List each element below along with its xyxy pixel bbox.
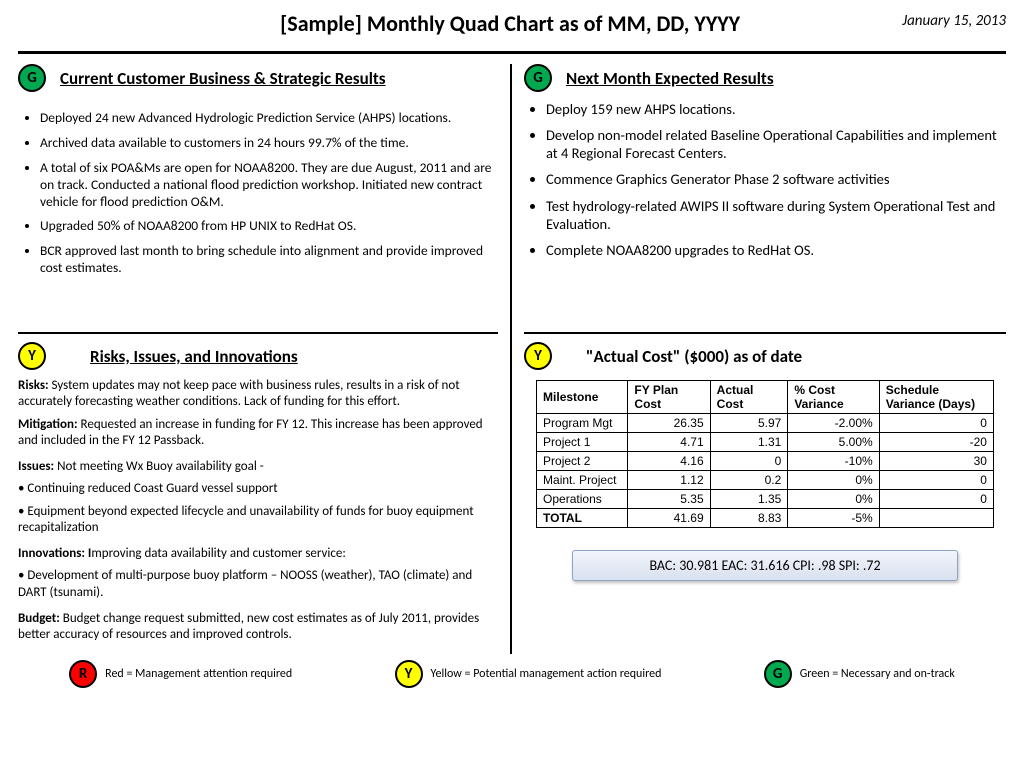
report-date: January 15, 2013 <box>902 12 1006 30</box>
status-badge-yellow: Y <box>18 342 46 370</box>
list-item: Complete NOAA8200 upgrades to RedHat OS. <box>546 241 1006 259</box>
q3-title: Risks, Issues, and Innovations <box>90 346 298 367</box>
legend: R Red = Management attention required Y … <box>18 660 1006 688</box>
table-row: Project 24.160-10%30 <box>537 452 994 471</box>
quad-grid: G Current Customer Business & Strategic … <box>18 64 1006 654</box>
q3-panel: Y Risks, Issues, and Innovations Risks: … <box>18 334 498 654</box>
table-row: Project 14.711.315.00%-20 <box>537 433 994 452</box>
table-total-row: TOTAL41.698.83-5% <box>537 509 994 528</box>
divider <box>18 51 1006 54</box>
list-item: Deployed 24 new Advanced Hydrologic Pred… <box>40 110 498 127</box>
q2-title: Next Month Expected Results <box>566 68 774 89</box>
metrics-summary: BAC: 30.981 EAC: 31.616 CPI: .98 SPI: .7… <box>572 550 958 581</box>
issues-b1: • Continuing reduced Coast Guard vessel … <box>18 481 498 497</box>
header: [Sample] Monthly Quad Chart as of MM, DD… <box>18 10 1006 37</box>
status-badge-red: R <box>69 660 97 688</box>
q1-title: Current Customer Business & Strategic Re… <box>60 68 386 89</box>
list-item: Archived data available to customers in … <box>40 135 498 152</box>
issues-line: Issues: Not meeting Wx Buoy availability… <box>18 459 498 475</box>
list-item: Test hydrology-related AWIPS II software… <box>546 197 1006 233</box>
list-item: Deploy 159 new AHPS locations. <box>546 100 1006 118</box>
table-row: Program Mgt26.355.97-2.00%0 <box>537 414 994 433</box>
legend-label: Green = Necessary and on-track <box>800 667 955 681</box>
status-badge-yellow: Y <box>395 660 423 688</box>
legend-label: Red = Management attention required <box>105 667 292 681</box>
list-item: BCR approved last month to bring schedul… <box>40 243 498 277</box>
cost-table: Milestone FY Plan Cost Actual Cost % Cos… <box>536 380 994 528</box>
q4-panel: Y "Actual Cost" ($000) as of date Milest… <box>524 334 1006 654</box>
mitigation-line: Mitigation: Requested an increase in fun… <box>18 417 498 450</box>
status-badge-green: G <box>524 64 552 92</box>
table-row: Maint. Project1.120.20%0 <box>537 471 994 490</box>
status-badge-yellow: Y <box>524 342 552 370</box>
innov-b1: • Development of multi-purpose buoy plat… <box>18 568 498 601</box>
legend-green: G Green = Necessary and on-track <box>764 660 955 688</box>
list-item: A total of six POA&Ms are open for NOAA8… <box>40 160 498 211</box>
q1-bullets: Deployed 24 new Advanced Hydrologic Pred… <box>18 110 498 277</box>
legend-label: Yellow = Potential management action req… <box>431 667 662 681</box>
table-row: Operations5.351.350%0 <box>537 490 994 509</box>
issues-b2: • Equipment beyond expected lifecycle an… <box>18 504 498 537</box>
q1-panel: G Current Customer Business & Strategic … <box>18 64 498 334</box>
innov-line: Innovations: Improving data availability… <box>18 546 498 562</box>
page-title: [Sample] Monthly Quad Chart as of MM, DD… <box>118 10 902 37</box>
q2-panel: G Next Month Expected Results Deploy 159… <box>524 64 1006 334</box>
status-badge-green: G <box>764 660 792 688</box>
risks-line: Risks: System updates may not keep pace … <box>18 378 498 411</box>
list-item: Develop non-model related Baseline Opera… <box>546 126 1006 162</box>
status-badge-green: G <box>18 64 46 92</box>
budget-line: Budget: Budget change request submitted,… <box>18 611 498 644</box>
legend-red: R Red = Management attention required <box>69 660 292 688</box>
legend-yellow: Y Yellow = Potential management action r… <box>395 660 662 688</box>
table-header-row: Milestone FY Plan Cost Actual Cost % Cos… <box>537 381 994 414</box>
list-item: Upgraded 50% of NOAA8200 from HP UNIX to… <box>40 218 498 235</box>
q4-title: "Actual Cost" ($000) as of date <box>586 346 802 367</box>
list-item: Commence Graphics Generator Phase 2 soft… <box>546 170 1006 188</box>
q2-bullets: Deploy 159 new AHPS locations. Develop n… <box>524 100 1006 259</box>
